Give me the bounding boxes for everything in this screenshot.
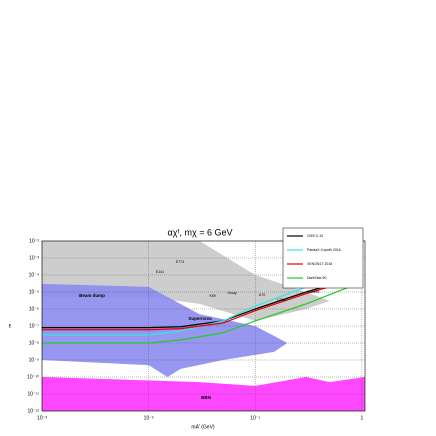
y-tick-label: 10⁻⁶: [29, 306, 39, 312]
chart-title: αχᶠ, mχ = 6 GeV: [168, 227, 233, 237]
legend-label: PandaX-II synth 2016: [307, 248, 341, 252]
y-tick-label: 10⁻⁸: [29, 340, 39, 346]
series-line: [42, 279, 352, 331]
y-tick-label: 10⁻¹²: [27, 408, 39, 414]
series-line: [42, 283, 358, 344]
annotation: KEK: [209, 294, 217, 298]
region: [42, 377, 365, 411]
annotation: LSND: [277, 298, 287, 302]
annotation: E774: [176, 260, 184, 264]
annotation: CHARM: [307, 290, 320, 294]
x-axis-label: mA' (GeV): [191, 424, 215, 430]
annotation: U70: [259, 293, 265, 297]
y-axis-label: ε: [9, 324, 12, 330]
legend-label: DarkSide-50: [307, 276, 327, 280]
x-tick-label: 10⁻³: [37, 415, 47, 421]
legend-label: CMS X-10: [307, 234, 323, 238]
region-label: BBN: [201, 395, 211, 400]
y-tick-label: 10⁻²: [29, 238, 39, 244]
y-tick-label: 10⁻¹⁰: [27, 374, 39, 380]
x-tick-label: 10⁻¹: [250, 415, 260, 421]
y-tick-label: 10⁻⁴: [29, 272, 39, 278]
x-tick-label: 10⁻²: [144, 415, 154, 421]
legend-label: XENON1T 2018: [307, 262, 332, 266]
plot-frame: [41, 240, 366, 412]
region-label: Beam dump: [79, 293, 105, 298]
y-tick-label: 10⁻⁷: [29, 323, 39, 329]
region: [42, 283, 288, 377]
y-tick-label: 10⁻¹¹: [27, 391, 39, 397]
y-tick-label: 10⁻³: [29, 255, 39, 261]
y-tick-label: 10⁻⁹: [29, 357, 39, 363]
annotation: Orsay: [227, 291, 237, 295]
annotation: E141: [156, 270, 164, 274]
region-label: Supernova: [188, 316, 212, 321]
region: [42, 241, 330, 321]
y-tick-label: 10⁻⁵: [29, 289, 39, 295]
x-tick-label: 1: [360, 415, 363, 421]
